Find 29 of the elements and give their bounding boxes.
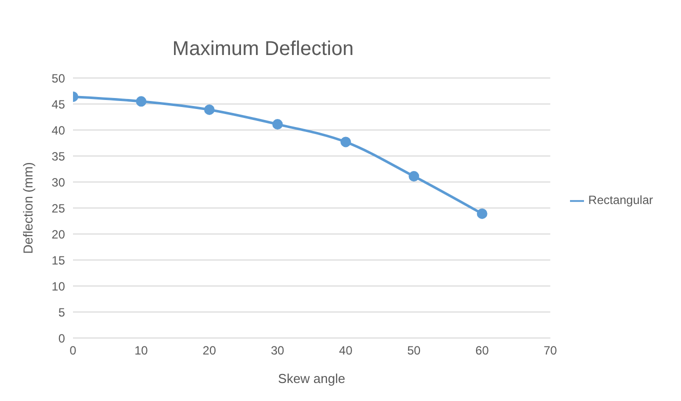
point [408, 171, 420, 182]
x-tick-label: 0 [70, 344, 77, 358]
x-tick-label: 40 [339, 344, 353, 358]
x-axis-title: Skew angle [278, 371, 346, 386]
y-tick-label: 50 [52, 71, 66, 86]
y-tick-label: 0 [58, 331, 66, 346]
y-tick-label: 10 [52, 279, 66, 294]
y-tick-label: 25 [52, 201, 66, 216]
x-tick-label: 70 [544, 344, 558, 358]
point [204, 104, 215, 115]
chart-title: Maximum Deflection [171, 38, 355, 61]
x-tick-label: 50 [407, 344, 421, 358]
point [340, 136, 351, 148]
y-axis-title: Deflection (mm) [20, 162, 36, 254]
point [272, 119, 283, 130]
y-tick-label: 35 [52, 149, 66, 164]
point [476, 208, 488, 219]
y-tick-label: 40 [52, 123, 66, 138]
x-tick-label: 20 [202, 344, 216, 358]
y-tick-label: 45 [52, 97, 66, 112]
point [136, 96, 146, 107]
legend-label: Rectangular [588, 193, 653, 208]
x-tick-label: 10 [134, 344, 148, 358]
y-tick-label: 20 [52, 227, 66, 242]
x-tick-label: 60 [475, 344, 490, 358]
y-tick-label: 5 [58, 305, 66, 320]
x-tick-label: 30 [270, 344, 285, 358]
y-tick-label: 30 [52, 175, 66, 190]
y-tick-label: 15 [52, 253, 66, 268]
